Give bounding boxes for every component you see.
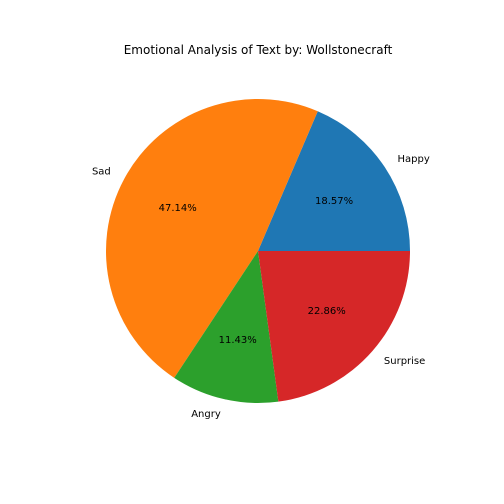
chart-title: Emotional Analysis of Text by: Wollstone… [124, 43, 393, 57]
percent-label-sad: 47.14% [159, 203, 197, 214]
pie-slice-angry [174, 251, 279, 403]
percent-label-happy: 18.57% [315, 196, 353, 207]
slice-label-surprise: Surprise [384, 356, 425, 367]
slice-label-angry: Angry [191, 409, 221, 420]
percent-label-surprise: 22.86% [308, 306, 346, 317]
slice-label-sad: Sad [92, 167, 111, 178]
slice-label-happy: Happy [398, 154, 430, 165]
percent-label-angry: 11.43% [219, 335, 257, 346]
pie-slice-sad [106, 99, 318, 378]
pie-slice-happy [258, 111, 410, 251]
pie-slice-surprise [258, 251, 410, 402]
pie-labels: Happy 18.57% Sad 47.14% Angry 11.43% Surprise 2… [92, 154, 430, 420]
pie-slices [106, 99, 410, 403]
